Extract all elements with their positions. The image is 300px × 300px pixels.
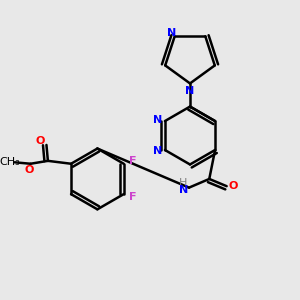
Text: CH₃: CH₃: [0, 157, 20, 167]
Text: N: N: [167, 28, 176, 38]
Text: H: H: [179, 178, 188, 188]
Text: O: O: [24, 165, 34, 175]
Text: N: N: [185, 86, 195, 96]
Text: N: N: [178, 185, 188, 195]
Text: O: O: [36, 136, 45, 146]
Text: F: F: [129, 156, 136, 166]
Text: N: N: [153, 146, 162, 156]
Text: F: F: [129, 192, 136, 202]
Text: O: O: [228, 181, 238, 191]
Text: N: N: [153, 115, 162, 124]
